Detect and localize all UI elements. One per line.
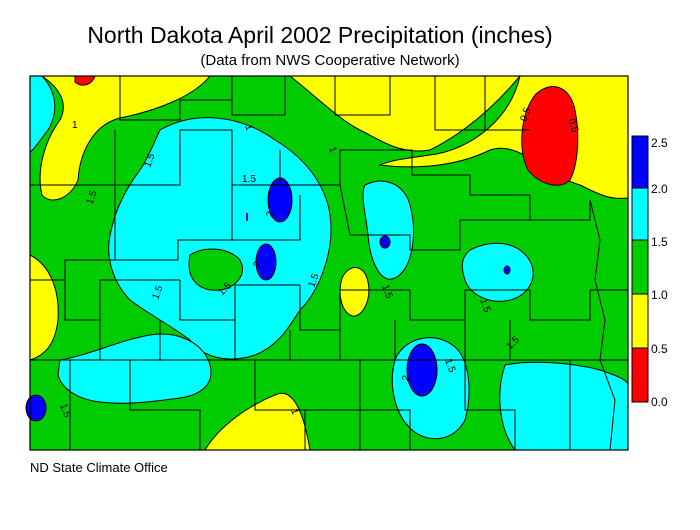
region-yellow-south — [204, 392, 311, 451]
legend — [631, 135, 649, 403]
legend-swatch-1.0-1.5 — [631, 239, 649, 295]
contour-label: 1 — [242, 123, 254, 132]
region-blue-dot — [246, 213, 248, 221]
region-cyan-southwest — [57, 333, 212, 404]
contour-label: 1.5 — [306, 272, 321, 289]
region-cyan-center — [362, 180, 415, 280]
credit-text: ND State Climate Office — [30, 460, 168, 475]
region-blue-4 — [503, 265, 511, 275]
map-title: North Dakota April 2002 Precipitation (i… — [87, 22, 553, 48]
legend-label: 2.0 — [651, 182, 668, 196]
region-cyan-southeast — [499, 361, 629, 451]
region-blue-3 — [379, 235, 391, 249]
region-cyan-central-west — [108, 117, 332, 360]
region-yellow-nw — [39, 75, 212, 201]
contour-label: 1.5 — [477, 297, 492, 314]
region-cyan-west-edge — [29, 75, 56, 153]
region-yellow-center — [339, 267, 370, 317]
legend-swatch-1.5-2.0 — [631, 187, 649, 241]
contour-label: 0.5 — [518, 106, 533, 123]
contour-label: 1.5 — [57, 402, 72, 419]
region-blue-5 — [406, 343, 438, 397]
legend-swatch-0.5-1.0 — [631, 293, 649, 349]
contour-label: 1.5 — [442, 357, 457, 374]
legend-swatch-2.0-2.5 — [631, 135, 649, 189]
contour-label: 1.5 — [84, 189, 99, 206]
state-border — [29, 75, 629, 451]
contour-label: 2 — [251, 260, 263, 269]
contour-label: 1.5 — [150, 284, 165, 301]
legend-label: 2.5 — [651, 136, 668, 150]
contour-label: 1.5 — [242, 174, 256, 185]
region-cyan-east — [461, 242, 534, 302]
map-subtitle: (Data from NWS Cooperative Network) — [200, 52, 460, 69]
legend-label: 1.5 — [651, 235, 668, 249]
contour-label: 0.5 — [565, 117, 580, 134]
legend-swatch-0.0-0.5 — [631, 347, 649, 403]
region-green-inner — [188, 248, 243, 291]
legend-label: 0.5 — [651, 342, 668, 356]
contour-label: 1 — [326, 145, 338, 154]
region-yellow-west — [29, 254, 59, 361]
legend-label: 0.0 — [651, 395, 668, 409]
legend-label: 1.0 — [651, 288, 668, 302]
county-boundaries — [30, 76, 628, 451]
region-blue-2 — [255, 243, 277, 281]
contour-label: 1.5 — [379, 283, 394, 300]
contour-label: 1.5 — [142, 152, 157, 169]
contour-label: 1 — [288, 407, 300, 416]
region-yellow-north — [288, 75, 522, 152]
contour-label: 1 — [72, 120, 78, 131]
region-red-northeast — [521, 86, 579, 186]
contour-label: 2 — [400, 374, 412, 383]
region-blue-6 — [25, 394, 47, 422]
contour-label: 2 — [264, 210, 276, 219]
